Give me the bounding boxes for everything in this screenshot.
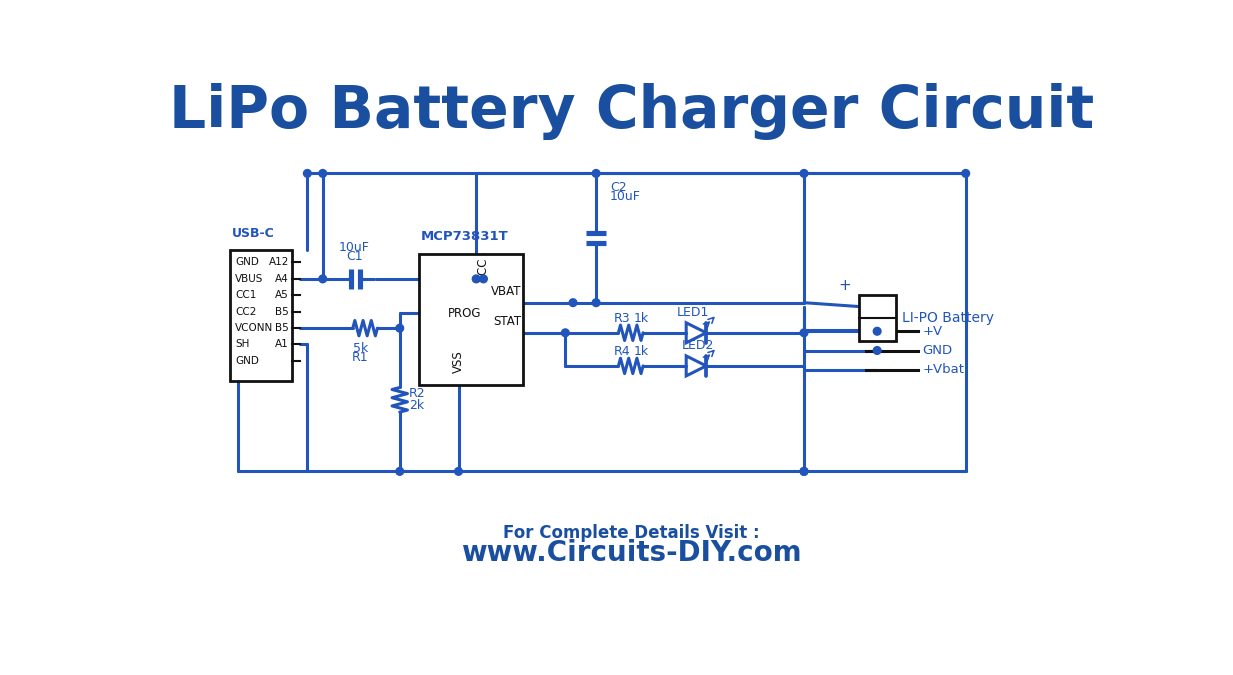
Text: GND: GND (236, 356, 259, 365)
Text: LED2: LED2 (682, 339, 714, 352)
Text: VCC: VCC (477, 258, 490, 282)
Text: 5k: 5k (353, 342, 369, 355)
Circle shape (319, 169, 327, 178)
Circle shape (873, 347, 882, 354)
Text: www.Circuits-DIY.com: www.Circuits-DIY.com (461, 539, 801, 567)
Text: USB-C: USB-C (232, 227, 275, 240)
Text: 1k: 1k (634, 312, 649, 325)
Circle shape (873, 327, 882, 335)
Circle shape (800, 468, 808, 475)
Circle shape (592, 169, 600, 178)
Text: A12: A12 (269, 257, 289, 267)
Text: 1: 1 (867, 300, 875, 313)
Bar (858, 295, 895, 341)
Text: C2: C2 (610, 181, 626, 194)
Text: GND: GND (236, 257, 259, 267)
Circle shape (396, 468, 403, 475)
Text: B5: B5 (275, 323, 289, 333)
Text: LI-PO Battery: LI-PO Battery (901, 311, 994, 325)
Text: CC2: CC2 (236, 307, 256, 317)
Circle shape (455, 468, 462, 475)
Circle shape (472, 275, 480, 283)
Text: VSS: VSS (453, 350, 465, 373)
Text: LiPo Battery Charger Circuit: LiPo Battery Charger Circuit (169, 83, 1094, 140)
Bar (231, 250, 292, 381)
Text: 2: 2 (867, 323, 875, 337)
Circle shape (396, 324, 403, 332)
Text: VBUS: VBUS (236, 274, 264, 284)
Text: A4: A4 (275, 274, 289, 284)
Text: SH: SH (236, 340, 249, 350)
Text: For Complete Details Visit :: For Complete Details Visit : (503, 524, 760, 542)
Text: R2: R2 (409, 387, 425, 400)
Circle shape (962, 169, 969, 178)
Text: A1: A1 (275, 340, 289, 350)
Text: R1: R1 (353, 351, 369, 364)
Text: PROG: PROG (448, 306, 482, 320)
Circle shape (800, 468, 808, 475)
Text: +Vbat: +Vbat (922, 363, 964, 376)
Bar (419, 254, 523, 385)
Text: +V: +V (922, 325, 943, 338)
Text: VCONN: VCONN (236, 323, 274, 333)
Circle shape (480, 275, 487, 283)
Text: CC1: CC1 (236, 290, 256, 300)
Text: 10uF: 10uF (610, 190, 641, 203)
Circle shape (800, 329, 808, 337)
Circle shape (800, 169, 808, 178)
Text: R4: R4 (614, 345, 630, 358)
Text: U2: U2 (872, 303, 890, 316)
Text: R3: R3 (614, 312, 630, 325)
Circle shape (570, 299, 577, 306)
Circle shape (561, 329, 570, 337)
Text: 1k: 1k (634, 345, 649, 358)
Text: C1: C1 (346, 250, 363, 263)
Text: MCP73831T: MCP73831T (420, 230, 508, 244)
Text: VBAT: VBAT (491, 285, 522, 298)
Text: B5: B5 (275, 307, 289, 317)
Text: 2k: 2k (409, 400, 424, 412)
Text: STAT: STAT (493, 315, 522, 328)
Text: A5: A5 (275, 290, 289, 300)
Text: 10uF: 10uF (339, 241, 370, 254)
Circle shape (592, 299, 600, 306)
Circle shape (319, 275, 327, 283)
Text: +: + (838, 279, 851, 294)
Text: LED1: LED1 (677, 306, 709, 319)
Circle shape (303, 169, 311, 178)
Text: GND: GND (922, 344, 953, 357)
